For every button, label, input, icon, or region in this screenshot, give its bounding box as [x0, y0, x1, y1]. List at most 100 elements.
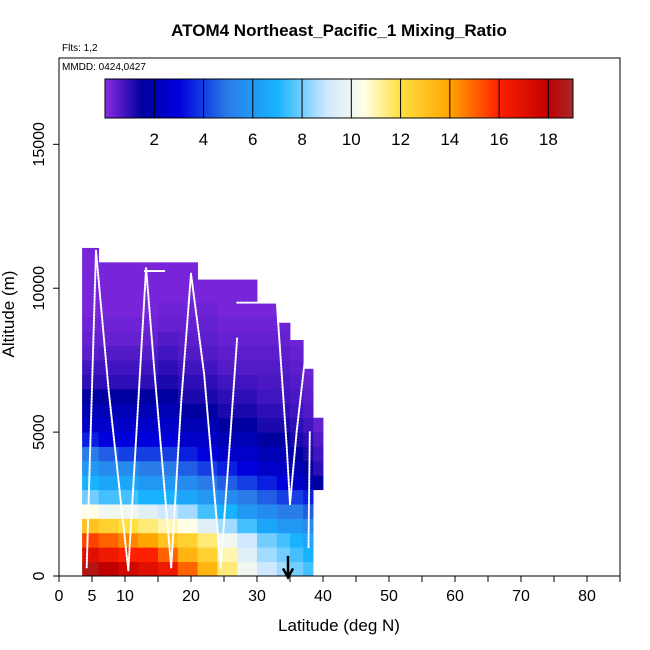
heatmap-cell	[257, 561, 278, 577]
heatmap-cell	[237, 475, 258, 491]
heatmap-cell	[290, 340, 304, 347]
colorbar-tick-label: 8	[297, 130, 306, 149]
heatmap-cell	[158, 547, 179, 563]
heatmap-cell	[118, 317, 139, 332]
heatmap-cell	[303, 403, 314, 419]
heatmap-cell	[257, 374, 278, 390]
heatmap-cell	[82, 345, 99, 361]
heatmap-cell	[237, 446, 258, 462]
heatmap-cell	[82, 288, 99, 304]
heatmap-cell	[98, 360, 119, 375]
heatmap-cell	[82, 518, 99, 534]
colorbar-tick-label: 16	[490, 130, 509, 149]
heatmap-cell	[158, 360, 179, 375]
heatmap-cell	[138, 262, 159, 275]
x-tick-label: 10	[116, 588, 134, 605]
heatmap-cell	[217, 417, 238, 433]
heatmap-cell	[98, 504, 119, 519]
heatmap-cell	[158, 374, 179, 390]
heatmap-cell	[217, 446, 238, 462]
colorbar: 2 4 6 8 10 12 14 16 18	[104, 78, 574, 149]
heatmap-cell	[217, 388, 238, 404]
heatmap-cell	[82, 532, 99, 548]
heatmap-cell	[118, 345, 139, 361]
heatmap-cell	[303, 368, 314, 375]
heatmap-cell	[237, 417, 258, 433]
heatmap-cell	[237, 360, 258, 375]
heatmap-cell	[303, 417, 314, 433]
heatmap-cell	[118, 475, 139, 491]
heatmap-cell	[138, 475, 159, 491]
heatmap-cell	[217, 504, 238, 519]
heatmap-cell	[177, 417, 198, 433]
heatmap-cell	[217, 403, 238, 419]
heatmap-cell	[197, 475, 218, 491]
heatmap-cell	[158, 417, 179, 433]
heatmap-cell	[197, 518, 218, 534]
heatmap-cell	[158, 302, 179, 318]
y-tick-label: 5000	[31, 414, 48, 450]
heatmap-cell	[118, 504, 139, 519]
flight-track	[127, 267, 148, 572]
heatmap-cell	[118, 360, 139, 375]
heatmap-cell	[158, 388, 179, 404]
heatmap-cell	[98, 432, 119, 447]
x-tick-label: 50	[380, 588, 398, 605]
heatmap-cell	[257, 532, 278, 548]
heatmap-cell	[177, 504, 198, 519]
flight-track	[275, 301, 291, 506]
y-axis: 0 5000 10000 15000	[31, 122, 59, 580]
heatmap-cell	[98, 489, 119, 505]
heatmap-cell	[118, 417, 139, 433]
heatmap-cell	[276, 489, 291, 505]
heatmap-cell	[177, 273, 198, 289]
flight-track	[170, 272, 192, 569]
heatmap-cell	[276, 518, 291, 534]
flight-track	[190, 272, 222, 569]
heatmap-cell	[118, 273, 139, 289]
heatmap-cell	[158, 432, 179, 447]
heatmap-cell	[197, 374, 218, 390]
heatmap-cell	[177, 360, 198, 375]
heatmap-cell	[217, 561, 238, 577]
heatmap-cell	[257, 331, 278, 347]
heatmap-cell	[158, 273, 179, 289]
heatmap-cell	[82, 247, 99, 260]
heatmap-cell	[237, 288, 258, 304]
heatmap-cell	[158, 331, 179, 347]
heatmap-cell	[257, 360, 278, 375]
heatmap-cell	[98, 417, 119, 433]
heatmap-cell	[98, 475, 119, 491]
heatmap-cell	[237, 432, 258, 447]
heatmap-cell	[237, 489, 258, 505]
heatmap-cell	[138, 518, 159, 534]
flight-track	[289, 344, 308, 506]
heatmap-cell	[303, 374, 314, 390]
x-tick-label: 30	[248, 588, 266, 605]
heatmap-cell	[138, 489, 159, 505]
colorbar-gradient	[104, 78, 574, 119]
heatmap-cell	[257, 317, 278, 332]
heatmap-cell	[197, 360, 218, 375]
heatmap-cell	[290, 374, 304, 390]
heatmap-cell	[257, 460, 278, 476]
heatmap-cell	[82, 273, 99, 289]
heatmap-cell	[98, 331, 119, 347]
colorbar-tick-label: 18	[539, 130, 558, 149]
plot-frame	[58, 57, 621, 577]
heatmap-cell	[82, 489, 99, 505]
x-axis: 0 5 10 20 30 40 50 60 70 80	[55, 576, 621, 605]
heatmap-cell	[290, 561, 304, 577]
heatmap-cell	[98, 518, 119, 534]
heatmap-cell	[98, 532, 119, 548]
heatmap-cell	[290, 403, 304, 419]
heatmap-cell	[257, 302, 278, 318]
heatmap-cell	[313, 446, 324, 462]
heatmap-cell	[197, 489, 218, 505]
heatmap-cell	[98, 273, 119, 289]
heatmap-cell	[118, 288, 139, 304]
heatmap-cell	[197, 317, 218, 332]
heatmap-cell	[217, 532, 238, 548]
heatmap-cell	[158, 446, 179, 462]
flights-label: Flts: 1,2	[62, 43, 98, 54]
